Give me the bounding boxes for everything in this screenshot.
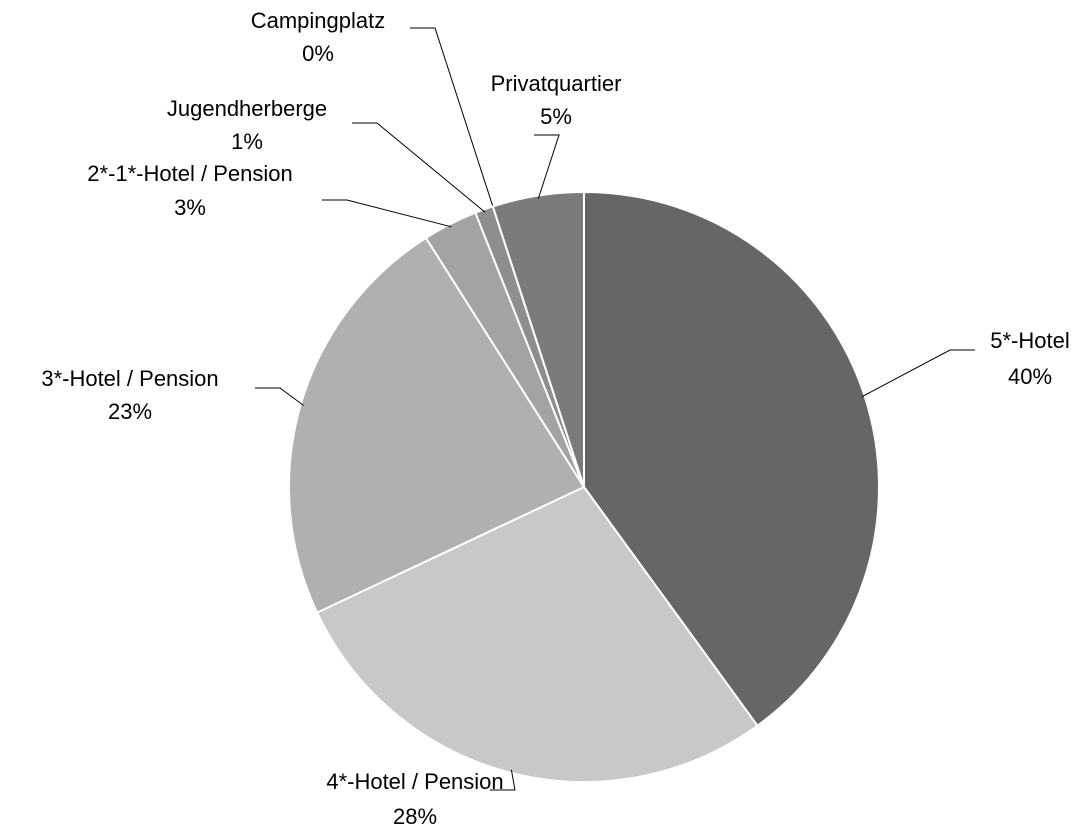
leader-line (410, 27, 495, 210)
pie-slice (491, 190, 585, 488)
slice-label: 5*-Hotel (990, 328, 1069, 353)
leader-line (490, 769, 516, 791)
leader-line (255, 387, 304, 406)
slice-label: Privatquartier (491, 71, 622, 96)
slice-label: 4*-Hotel / Pension (326, 769, 503, 794)
slice-value-label: 5% (540, 104, 572, 129)
slice-value-label: 40% (1008, 364, 1052, 389)
slice-value-label: 3% (174, 195, 206, 220)
leader-line (861, 349, 975, 398)
pie-slice (288, 236, 586, 614)
pie-slice (583, 190, 880, 728)
pie-slice (315, 485, 759, 783)
slice-label: 3*-Hotel / Pension (41, 366, 218, 391)
slice-value-label: 23% (108, 399, 152, 424)
slice-label: Jugendherberge (167, 96, 327, 121)
leader-line (534, 134, 560, 199)
slice-value-label: 28% (393, 804, 437, 829)
slice-value-label: 1% (231, 129, 263, 154)
slice-label: Campingplatz (251, 8, 386, 33)
leader-line (352, 122, 486, 213)
slice-label: 2*-1*-Hotel / Pension (87, 161, 292, 186)
leader-line (322, 199, 452, 228)
slice-value-label: 0% (302, 41, 334, 66)
